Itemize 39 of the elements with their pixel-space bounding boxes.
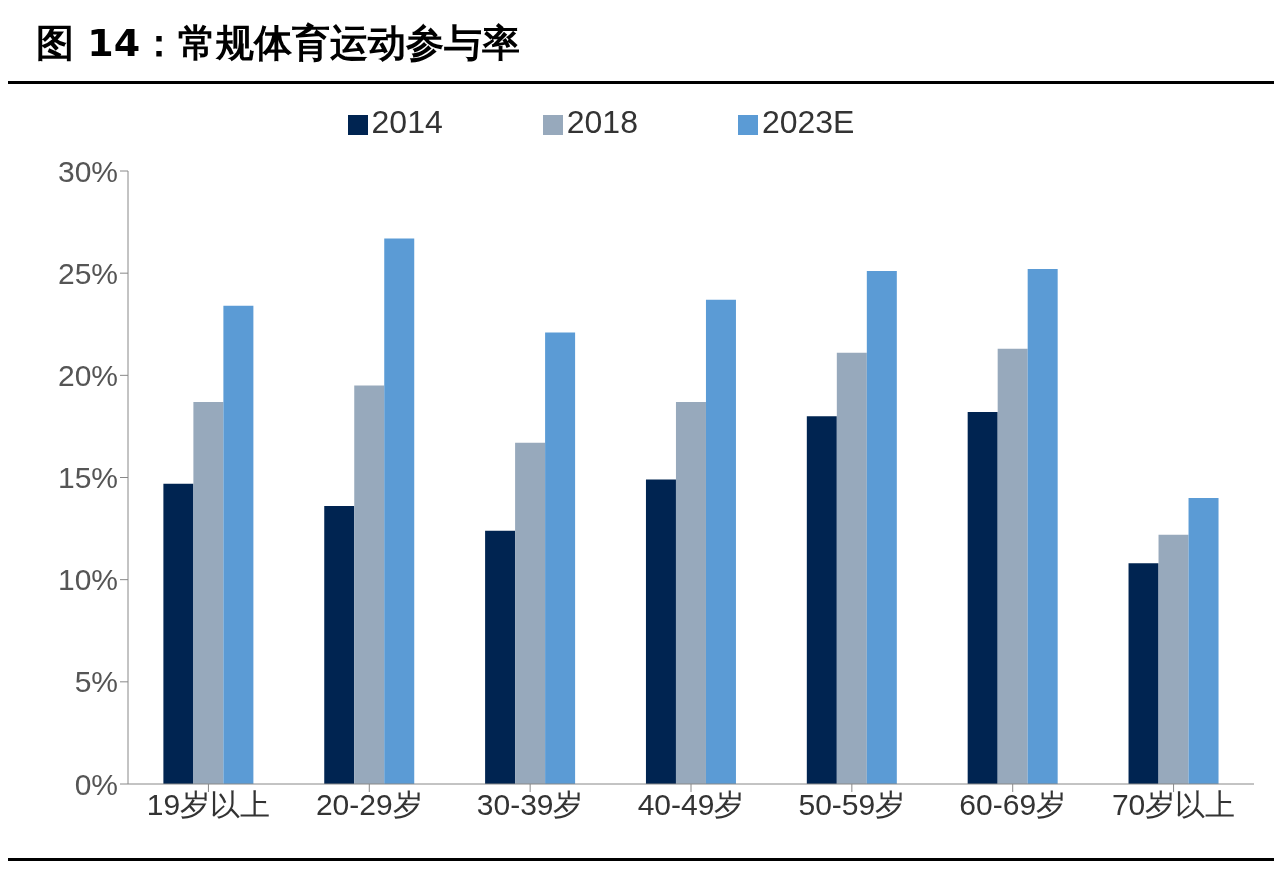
- bar: [223, 305, 254, 784]
- bar: [384, 238, 415, 784]
- x-tick-label: 40-49岁: [637, 788, 745, 822]
- bar: [967, 412, 998, 784]
- bar: [1027, 269, 1058, 784]
- x-tick-label: 20-29岁: [315, 788, 423, 822]
- legend-label: 2014: [371, 104, 443, 140]
- bar: [1128, 563, 1159, 784]
- bar: [545, 332, 576, 784]
- bar: [705, 299, 736, 784]
- x-tick-label: 19岁以上: [146, 788, 271, 822]
- bar: [836, 352, 867, 784]
- x-tick-label: 60-69岁: [959, 788, 1067, 822]
- x-tick-label: 50-59岁: [798, 788, 906, 822]
- y-tick-label: 0%: [74, 767, 118, 801]
- y-tick-label: 10%: [57, 563, 118, 597]
- bar: [1158, 534, 1189, 784]
- x-tick-label: 30-39岁: [476, 788, 584, 822]
- x-tick-label: 70岁以上: [1111, 788, 1236, 822]
- legend-label: 2023E: [761, 104, 855, 140]
- bar: [675, 401, 706, 784]
- bar: [485, 530, 516, 784]
- chart-title: 图 14：常规体育运动参与率: [8, 8, 1274, 84]
- bar: [997, 348, 1028, 784]
- y-tick-label: 20%: [57, 358, 118, 392]
- bar: [324, 506, 355, 784]
- y-tick-label: 30%: [57, 154, 118, 188]
- bar: [866, 271, 897, 784]
- bar: [645, 479, 676, 784]
- bar: [193, 401, 224, 784]
- y-tick-label: 15%: [57, 461, 118, 495]
- bar: [515, 442, 546, 784]
- y-tick-label: 25%: [57, 256, 118, 290]
- y-tick-label: 5%: [74, 665, 118, 699]
- bar: [354, 385, 385, 784]
- bar: [163, 483, 194, 784]
- bar: [806, 416, 837, 784]
- legend-label: 2018: [566, 104, 638, 140]
- bar: [1188, 497, 1219, 784]
